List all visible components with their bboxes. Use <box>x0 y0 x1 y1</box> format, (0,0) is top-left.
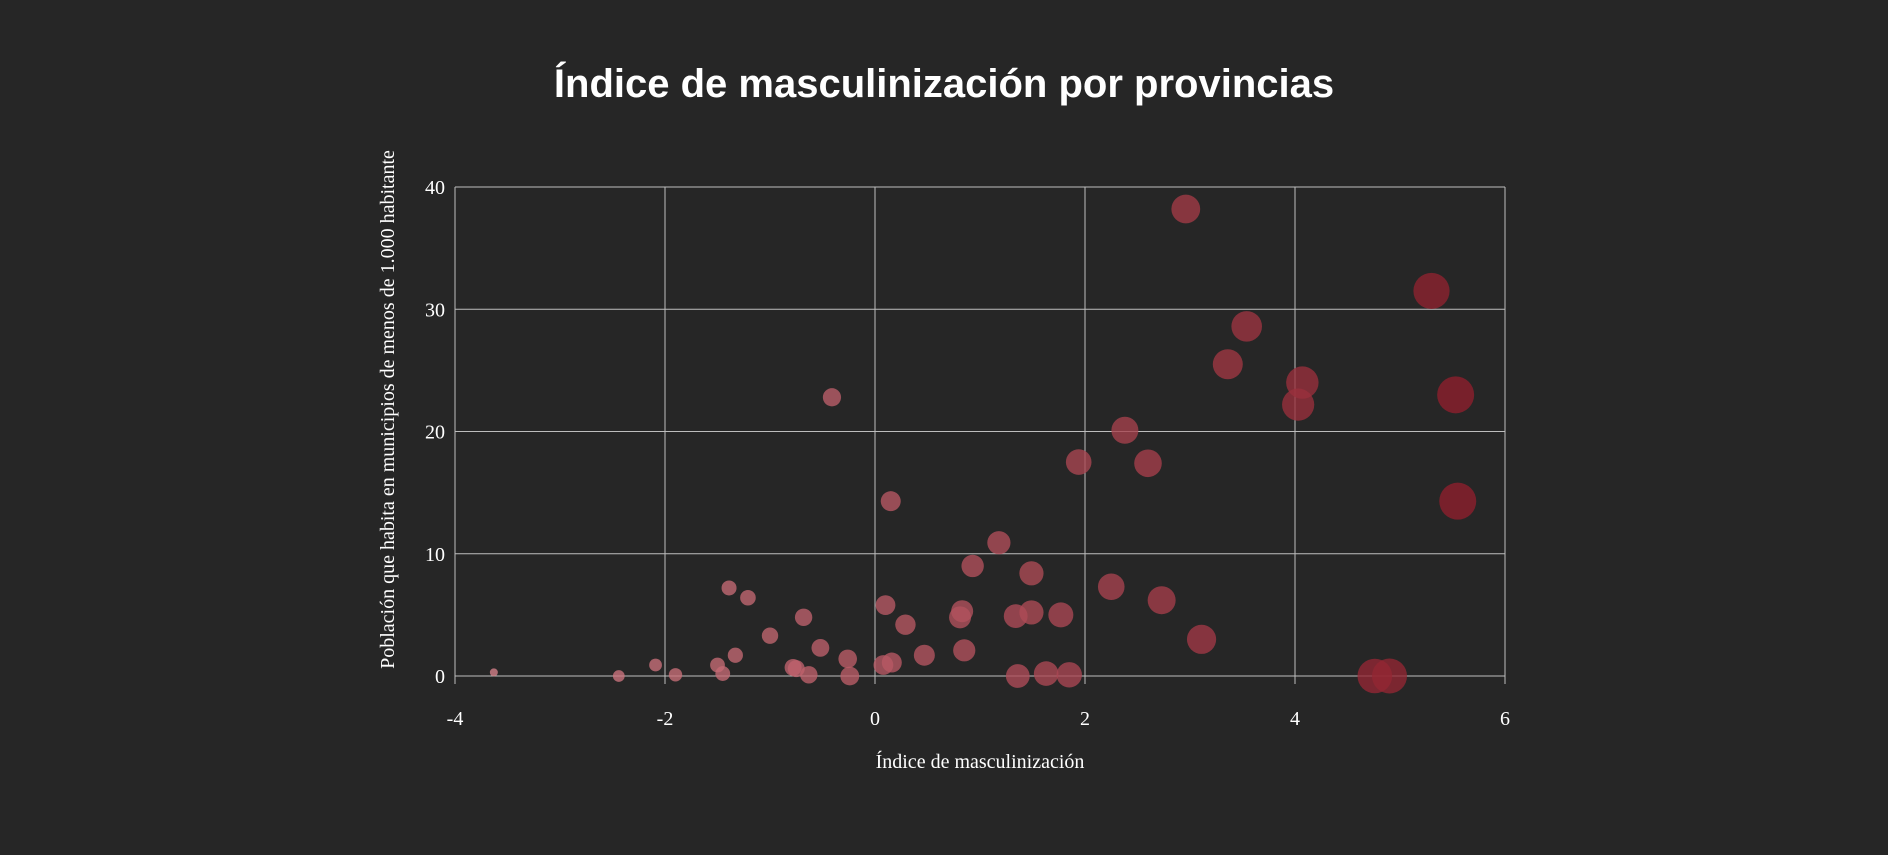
data-point[interactable] <box>987 531 1011 555</box>
data-point[interactable] <box>913 644 935 666</box>
data-point[interactable] <box>1439 482 1477 520</box>
data-point[interactable] <box>1372 658 1407 694</box>
ticks-layer: -4 -2 0 2 4 6 0 10 20 30 40 <box>425 177 1510 730</box>
data-point[interactable] <box>1147 586 1176 615</box>
data-point[interactable] <box>961 554 984 578</box>
data-point[interactable] <box>1048 602 1074 628</box>
data-point[interactable] <box>953 639 976 662</box>
data-point[interactable] <box>881 652 902 673</box>
data-point[interactable] <box>715 666 731 681</box>
data-point[interactable] <box>649 658 662 672</box>
chart-title: Índice de masculinización por provincias <box>553 62 1335 106</box>
data-point[interactable] <box>800 666 818 684</box>
data-point[interactable] <box>721 580 737 596</box>
y-tick-label: 0 <box>435 666 445 688</box>
data-point[interactable] <box>740 589 756 606</box>
y-tick-label: 20 <box>425 422 445 444</box>
data-point[interactable] <box>875 595 896 615</box>
grid-layer <box>454 186 1506 684</box>
data-point[interactable] <box>811 638 830 657</box>
data-point[interactable] <box>761 627 779 644</box>
x-axis-title: Índice de masculinización <box>876 750 1085 773</box>
data-point[interactable] <box>668 668 683 682</box>
data-point[interactable] <box>794 608 813 627</box>
data-point[interactable] <box>1005 664 1030 688</box>
data-point[interactable] <box>1065 449 1092 475</box>
x-tick-label: 2 <box>1080 708 1090 730</box>
data-point[interactable] <box>489 668 498 677</box>
data-point[interactable] <box>1097 573 1125 601</box>
x-tick-label: 6 <box>1500 708 1510 730</box>
data-point[interactable] <box>1286 366 1319 399</box>
x-tick-label: -4 <box>447 708 464 730</box>
data-point[interactable] <box>1437 376 1475 414</box>
x-tick-label: 4 <box>1290 708 1300 730</box>
data-point[interactable] <box>838 649 857 669</box>
data-point[interactable] <box>1171 194 1201 224</box>
y-tick-label: 30 <box>425 299 445 321</box>
data-point[interactable] <box>951 600 974 623</box>
data-point[interactable] <box>895 614 916 635</box>
data-point[interactable] <box>1134 449 1162 478</box>
data-point[interactable] <box>1056 662 1082 688</box>
data-point[interactable] <box>1111 416 1139 444</box>
data-point[interactable] <box>1019 600 1044 625</box>
points-layer <box>489 194 1477 694</box>
data-point[interactable] <box>840 666 860 686</box>
data-point[interactable] <box>1019 561 1044 586</box>
y-axis-title: Población que habita en municipios de me… <box>377 150 399 669</box>
data-point[interactable] <box>612 670 625 682</box>
data-point[interactable] <box>1413 272 1450 310</box>
data-point[interactable] <box>727 647 743 663</box>
data-point[interactable] <box>1186 624 1217 654</box>
data-point[interactable] <box>822 388 842 407</box>
data-point[interactable] <box>1033 661 1059 686</box>
x-tick-label: -2 <box>657 708 674 730</box>
data-point[interactable] <box>880 491 901 512</box>
y-tick-label: 40 <box>425 177 445 199</box>
x-tick-label: 0 <box>870 708 880 730</box>
data-point[interactable] <box>1212 349 1243 380</box>
y-tick-label: 10 <box>425 544 445 566</box>
data-point[interactable] <box>1231 311 1262 342</box>
